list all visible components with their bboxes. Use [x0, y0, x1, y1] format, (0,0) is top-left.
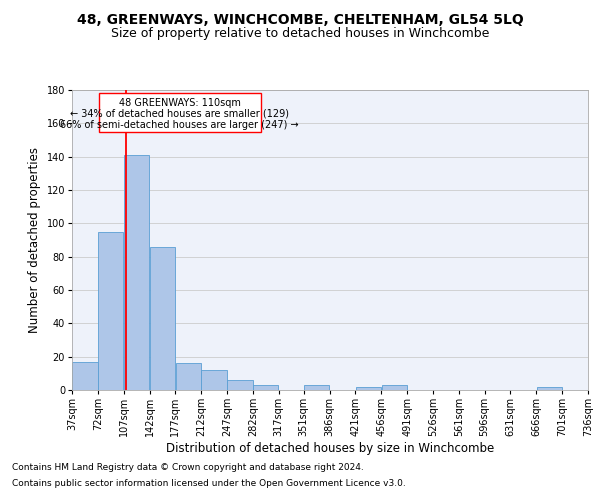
Bar: [356, 386, 381, 390]
Bar: [150, 246, 175, 390]
Text: 48, GREENWAYS, WINCHCOMBE, CHELTENHAM, GL54 5LQ: 48, GREENWAYS, WINCHCOMBE, CHELTENHAM, G…: [77, 12, 523, 26]
Bar: [382, 385, 407, 390]
Text: 48 GREENWAYS: 110sqm: 48 GREENWAYS: 110sqm: [119, 98, 241, 108]
Text: Size of property relative to detached houses in Winchcombe: Size of property relative to detached ho…: [111, 28, 489, 40]
X-axis label: Distribution of detached houses by size in Winchcombe: Distribution of detached houses by size …: [166, 442, 494, 455]
Bar: [72, 362, 98, 390]
Text: ← 34% of detached houses are smaller (129): ← 34% of detached houses are smaller (12…: [70, 108, 289, 118]
Bar: [202, 370, 227, 390]
Bar: [176, 364, 201, 390]
Text: Contains HM Land Registry data © Crown copyright and database right 2024.: Contains HM Land Registry data © Crown c…: [12, 464, 364, 472]
Bar: [98, 232, 124, 390]
Bar: [304, 385, 329, 390]
Bar: [536, 386, 562, 390]
Bar: [253, 385, 278, 390]
Text: Contains public sector information licensed under the Open Government Licence v3: Contains public sector information licen…: [12, 478, 406, 488]
FancyBboxPatch shape: [98, 94, 261, 132]
Text: 66% of semi-detached houses are larger (247) →: 66% of semi-detached houses are larger (…: [61, 120, 299, 130]
Bar: [124, 155, 149, 390]
Bar: [227, 380, 253, 390]
Y-axis label: Number of detached properties: Number of detached properties: [28, 147, 41, 333]
